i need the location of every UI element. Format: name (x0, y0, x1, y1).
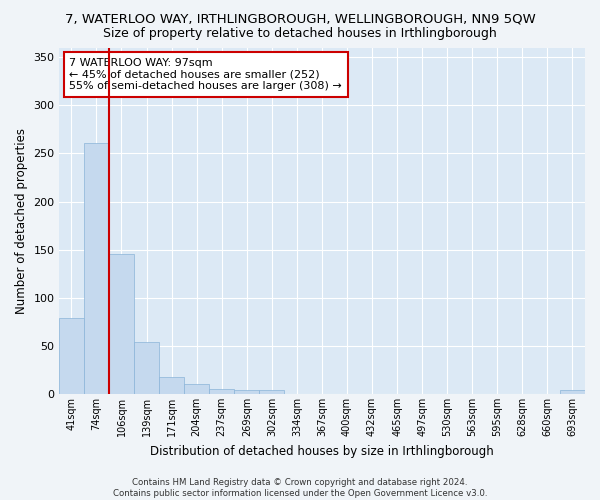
Text: Size of property relative to detached houses in Irthlingborough: Size of property relative to detached ho… (103, 28, 497, 40)
Bar (159, 376, 184, 394)
Bar (209, 389, 234, 394)
Bar (560, 390, 585, 394)
Bar (184, 384, 209, 394)
Bar (59, 318, 84, 394)
Bar (234, 390, 259, 394)
Y-axis label: Number of detached properties: Number of detached properties (15, 128, 28, 314)
Text: 7 WATERLOO WAY: 97sqm
← 45% of detached houses are smaller (252)
55% of semi-det: 7 WATERLOO WAY: 97sqm ← 45% of detached … (70, 58, 342, 91)
Bar (259, 390, 284, 394)
X-axis label: Distribution of detached houses by size in Irthlingborough: Distribution of detached houses by size … (150, 444, 494, 458)
Text: Contains HM Land Registry data © Crown copyright and database right 2024.
Contai: Contains HM Land Registry data © Crown c… (113, 478, 487, 498)
Text: 7, WATERLOO WAY, IRTHLINGBOROUGH, WELLINGBOROUGH, NN9 5QW: 7, WATERLOO WAY, IRTHLINGBOROUGH, WELLIN… (65, 12, 535, 26)
Bar (109, 254, 134, 394)
Bar (84, 143, 109, 394)
Bar (134, 342, 159, 394)
